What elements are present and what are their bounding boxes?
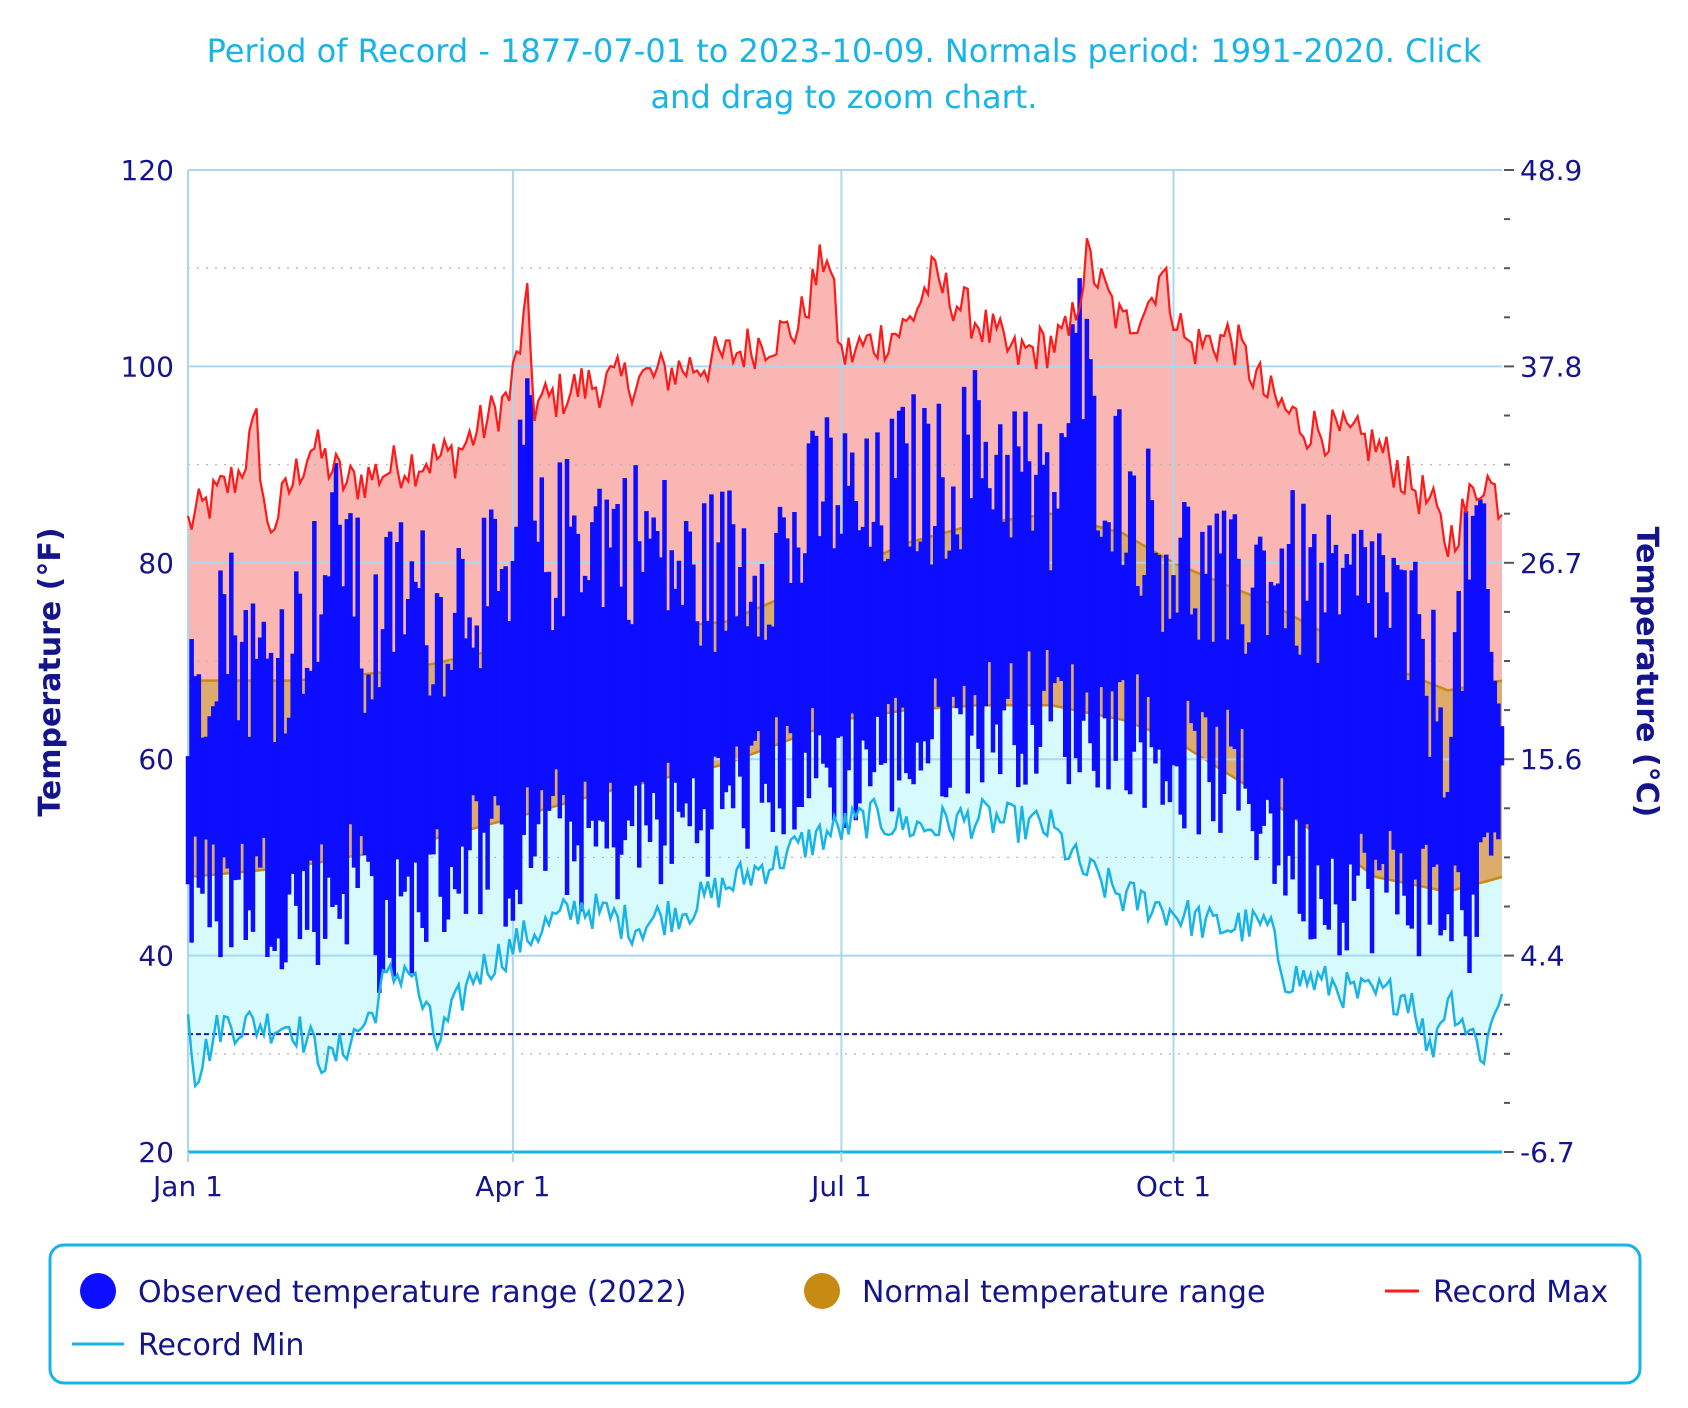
y-axis-title-right: Temperature (°C) [1629,527,1664,818]
legend-record-max-label: Record Max [1433,1275,1608,1310]
legend-item-observed[interactable]: Observed temperature range (2022) [80,1273,687,1310]
x-tick-label: Apr 1 [475,1170,550,1203]
record-max-line [186,237,1503,558]
legend-item-normal[interactable]: Normal temperature range [804,1273,1265,1310]
y-tick-label-right: 26.7 [1520,547,1582,580]
y-tick-label-left: 120 [121,154,174,187]
record-min-line [186,796,1504,1089]
y-tick-label-right: -6.7 [1520,1136,1575,1169]
x-tick-label: Jul 1 [809,1170,872,1203]
legend-normal-label: Normal temperature range [862,1275,1265,1310]
chart-title-line2: and drag to zoom chart. [651,78,1038,116]
legend-normal-marker [804,1273,840,1309]
y-tick-label-left: 40 [138,940,174,973]
y-tick-label-right: 4.4 [1520,940,1565,973]
legend[interactable]: Observed temperature range (2022) Normal… [48,1243,1642,1385]
x-tick-label: Oct 1 [1136,1170,1211,1203]
legend-record-min-label: Record Min [138,1328,304,1363]
y-tick-label-left: 80 [138,547,174,580]
legend-observed-label: Observed temperature range (2022) [138,1275,687,1310]
legend-observed-marker [80,1273,116,1309]
legend-item-record-max[interactable]: Record Max [1385,1275,1608,1310]
record-lines [186,237,1504,1089]
chart-title-line1: Period of Record - 1877-07-01 to 2023-10… [207,32,1482,70]
x-tick-label: Jan 1 [151,1170,223,1203]
legend-box [48,1243,1642,1385]
legend-item-record-min[interactable]: Record Min [72,1328,304,1363]
axes: 20 40 60 80 100 120 -6.7 4.4 15.6 26.7 37.8 48.9 Jan… [121,154,1583,1203]
y-tick-label-right: 37.8 [1520,350,1582,383]
observed-bars [185,278,1505,993]
y-axis-title-left: Temperature (°F) [33,527,68,816]
y-tick-label-left: 100 [121,350,174,383]
y-tick-label-left: 20 [138,1136,174,1169]
y-tick-label-left: 60 [138,743,174,776]
y-tick-label-right: 48.9 [1520,154,1582,187]
y-tick-label-right: 15.6 [1520,743,1582,776]
